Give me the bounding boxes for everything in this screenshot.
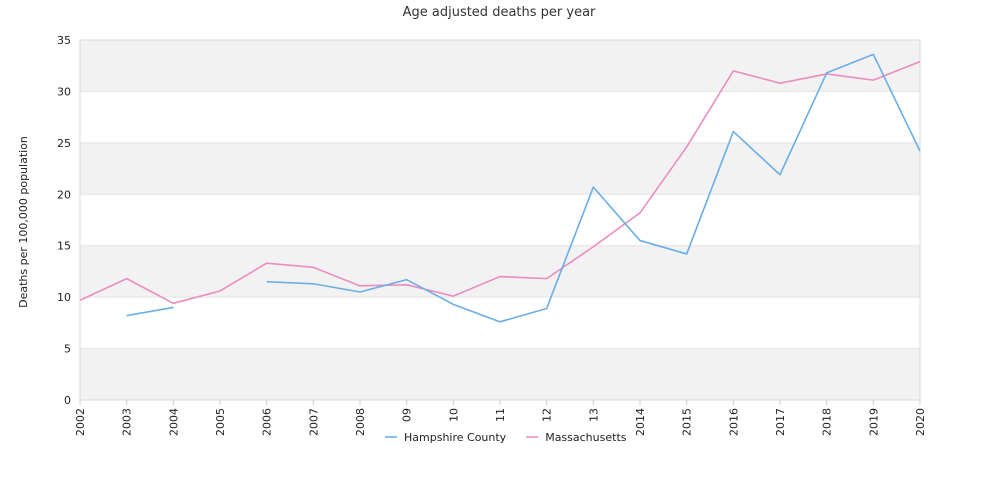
grid-band xyxy=(80,245,920,298)
y-axis-ticks: 0 5 10 15 20 25 30 35 xyxy=(57,34,71,407)
x-tick-label: 2017 xyxy=(774,408,787,436)
x-tick-label: 11 xyxy=(494,408,507,422)
x-axis-ticks: 2002 2003 2004 2005 2006 2007 2008 09 10 11 12 13 20… xyxy=(74,400,927,436)
plot-border xyxy=(79,39,921,401)
legend-item-hampshire-county[interactable]: Hampshire County xyxy=(385,431,507,444)
x-tick-label: 2005 xyxy=(214,408,227,436)
legend-label: Hampshire County xyxy=(404,431,507,444)
x-tick-label: 2016 xyxy=(727,408,740,436)
grid-band xyxy=(80,142,920,195)
y-tick-label: 20 xyxy=(57,188,71,201)
y-tick-label: 5 xyxy=(64,343,71,356)
grid-band xyxy=(80,40,920,92)
y-tick-label: 30 xyxy=(57,85,71,98)
x-tick-label: 2003 xyxy=(121,408,134,436)
x-tick-label: 2020 xyxy=(914,408,927,436)
series-line-massachusetts xyxy=(79,60,921,305)
x-tick-label: 2008 xyxy=(354,408,367,436)
series-line-hampshire-county xyxy=(126,53,921,323)
series-layer xyxy=(79,53,921,323)
x-tick-label: 2002 xyxy=(74,408,87,436)
y-tick-label: 0 xyxy=(64,394,71,407)
x-tick-label: 2004 xyxy=(167,408,180,436)
grid-bands xyxy=(80,40,920,400)
y-axis-label: Deaths per 100,000 population xyxy=(17,136,30,308)
x-tick-label: 2019 xyxy=(867,408,880,436)
x-tick-label: 2015 xyxy=(681,408,694,436)
x-tick-label: 2007 xyxy=(307,408,320,436)
y-tick-label: 15 xyxy=(57,240,71,253)
x-tick-label: 09 xyxy=(401,408,414,422)
x-tick-label: 10 xyxy=(447,408,460,422)
y-tick-label: 10 xyxy=(57,291,71,304)
x-tick-label: 12 xyxy=(541,408,554,422)
legend-label: Massachusetts xyxy=(545,431,627,444)
grid-band xyxy=(80,348,920,400)
x-tick-label: 2006 xyxy=(261,408,274,436)
y-tick-label: 25 xyxy=(57,137,71,150)
x-tick-label: 2018 xyxy=(821,408,834,436)
x-tick-label: 13 xyxy=(587,408,600,422)
grid-lines xyxy=(80,39,920,401)
y-tick-label: 35 xyxy=(57,34,71,47)
chart-title: Age adjusted deaths per year xyxy=(403,5,596,20)
x-tick-label: 2014 xyxy=(634,408,647,436)
legend[interactable]: Hampshire County Massachusetts xyxy=(385,431,627,444)
legend-item-massachusetts[interactable]: Massachusetts xyxy=(526,431,627,444)
